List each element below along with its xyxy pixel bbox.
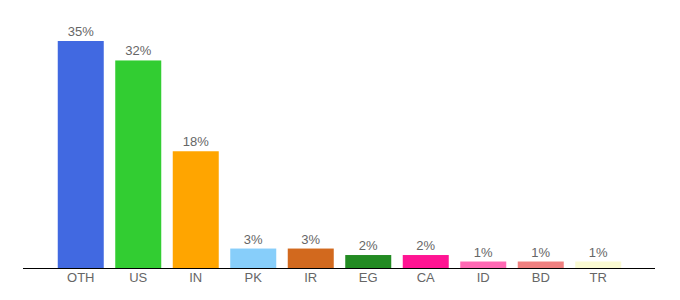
- x-tick-label: US: [129, 270, 147, 285]
- x-axis: [23, 268, 655, 269]
- bar: [230, 249, 276, 268]
- bar: [575, 262, 621, 268]
- bar: [58, 41, 104, 268]
- data-label: 1%: [531, 245, 550, 260]
- data-label: 18%: [183, 134, 209, 149]
- x-tick-label: CA: [417, 270, 435, 285]
- bar: [403, 255, 449, 268]
- bar: [288, 249, 334, 268]
- data-label: 3%: [244, 232, 263, 247]
- x-tick-label: PK: [245, 270, 263, 285]
- bar: [345, 255, 391, 268]
- x-tick-label: OTH: [67, 270, 94, 285]
- data-label: 1%: [589, 245, 608, 260]
- data-label: 2%: [359, 238, 378, 253]
- x-tick-label: EG: [359, 270, 378, 285]
- data-label: 35%: [68, 24, 94, 39]
- x-tick-label: TR: [590, 270, 607, 285]
- x-tick-label: BD: [532, 270, 550, 285]
- bars: [58, 41, 622, 268]
- data-label: 2%: [416, 238, 435, 253]
- labels: 35% 32% 18% 3% 3% 2% 2% 1% 1% 1% OTH US IN PK IR EG CA ID…: [67, 24, 608, 285]
- bar: [518, 262, 564, 268]
- data-label: 3%: [301, 232, 320, 247]
- bar: [115, 60, 161, 268]
- chart-container: 35% 32% 18% 3% 3% 2% 2% 1% 1% 1% OTH US IN PK IR EG CA ID…: [0, 0, 680, 300]
- bar: [173, 151, 219, 268]
- chart: 35% 32% 18% 3% 3% 2% 2% 1% 1% 1% OTH US IN PK IR EG CA ID…: [0, 0, 680, 300]
- x-tick-label: IN: [189, 270, 202, 285]
- x-tick-label: ID: [477, 270, 490, 285]
- x-tick-label: IR: [304, 270, 317, 285]
- data-label: 1%: [474, 245, 493, 260]
- bar: [460, 262, 506, 268]
- data-label: 32%: [125, 43, 151, 58]
